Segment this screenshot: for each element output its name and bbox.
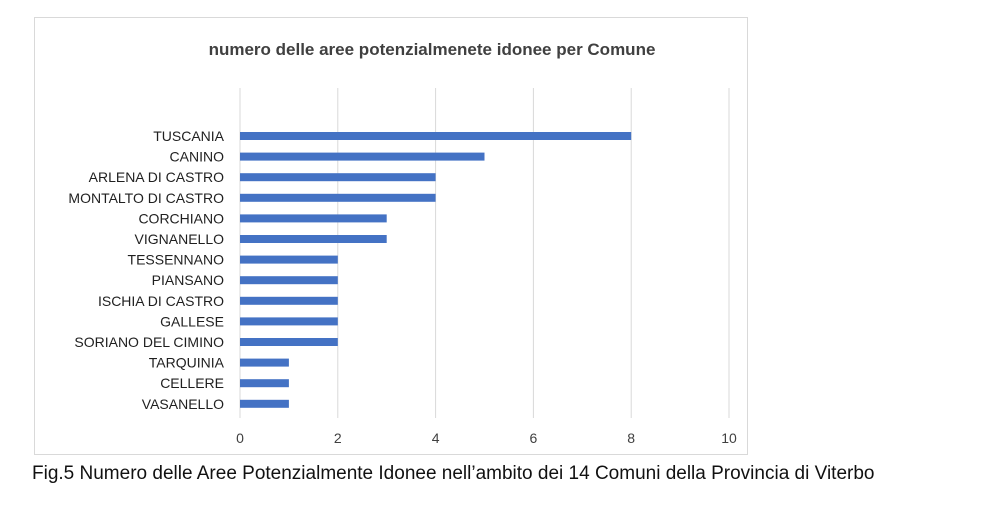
category-label: GALLESE	[160, 313, 224, 329]
x-tick-label: 10	[721, 430, 737, 446]
category-label: ISCHIA DI CASTRO	[98, 293, 224, 309]
bar	[240, 399, 289, 408]
category-label: TARQUINIA	[149, 355, 225, 371]
category-label: TESSENNANO	[128, 252, 225, 268]
bar-chart: numero delle aree potenzialmenete idonee…	[68, 40, 737, 446]
category-label: PIANSANO	[152, 272, 224, 288]
bar	[240, 338, 338, 346]
x-tick-label: 2	[334, 430, 342, 446]
bar	[240, 214, 387, 223]
figure-caption: Fig.5 Numero delle Aree Potenzialmente I…	[32, 463, 875, 484]
bar	[240, 358, 289, 367]
bar	[240, 235, 387, 243]
bar	[240, 296, 338, 305]
category-label: TUSCANIA	[153, 128, 224, 144]
category-label: CELLERE	[160, 375, 224, 391]
bar	[240, 193, 436, 202]
category-label: MONTALTO DI CASTRO	[68, 190, 224, 206]
bar	[240, 317, 338, 326]
bar	[240, 255, 338, 264]
category-label: CORCHIANO	[138, 210, 224, 226]
x-tick-label: 0	[236, 430, 244, 446]
x-tick-label: 6	[530, 430, 538, 446]
bar	[240, 132, 632, 140]
category-label: SORIANO DEL CIMINO	[74, 334, 224, 350]
category-label: VASANELLO	[142, 396, 224, 412]
chart-frame	[34, 17, 748, 455]
bar	[240, 152, 485, 161]
bar	[240, 379, 289, 388]
bar	[240, 173, 436, 182]
chart-title: numero delle aree potenzialmenete idonee…	[209, 40, 656, 59]
category-label: CANINO	[170, 149, 225, 165]
category-label: VIGNANELLO	[135, 231, 225, 247]
x-tick-label: 8	[627, 430, 635, 446]
category-label: ARLENA DI CASTRO	[89, 169, 224, 185]
x-tick-label: 4	[432, 430, 440, 446]
bar	[240, 276, 338, 285]
